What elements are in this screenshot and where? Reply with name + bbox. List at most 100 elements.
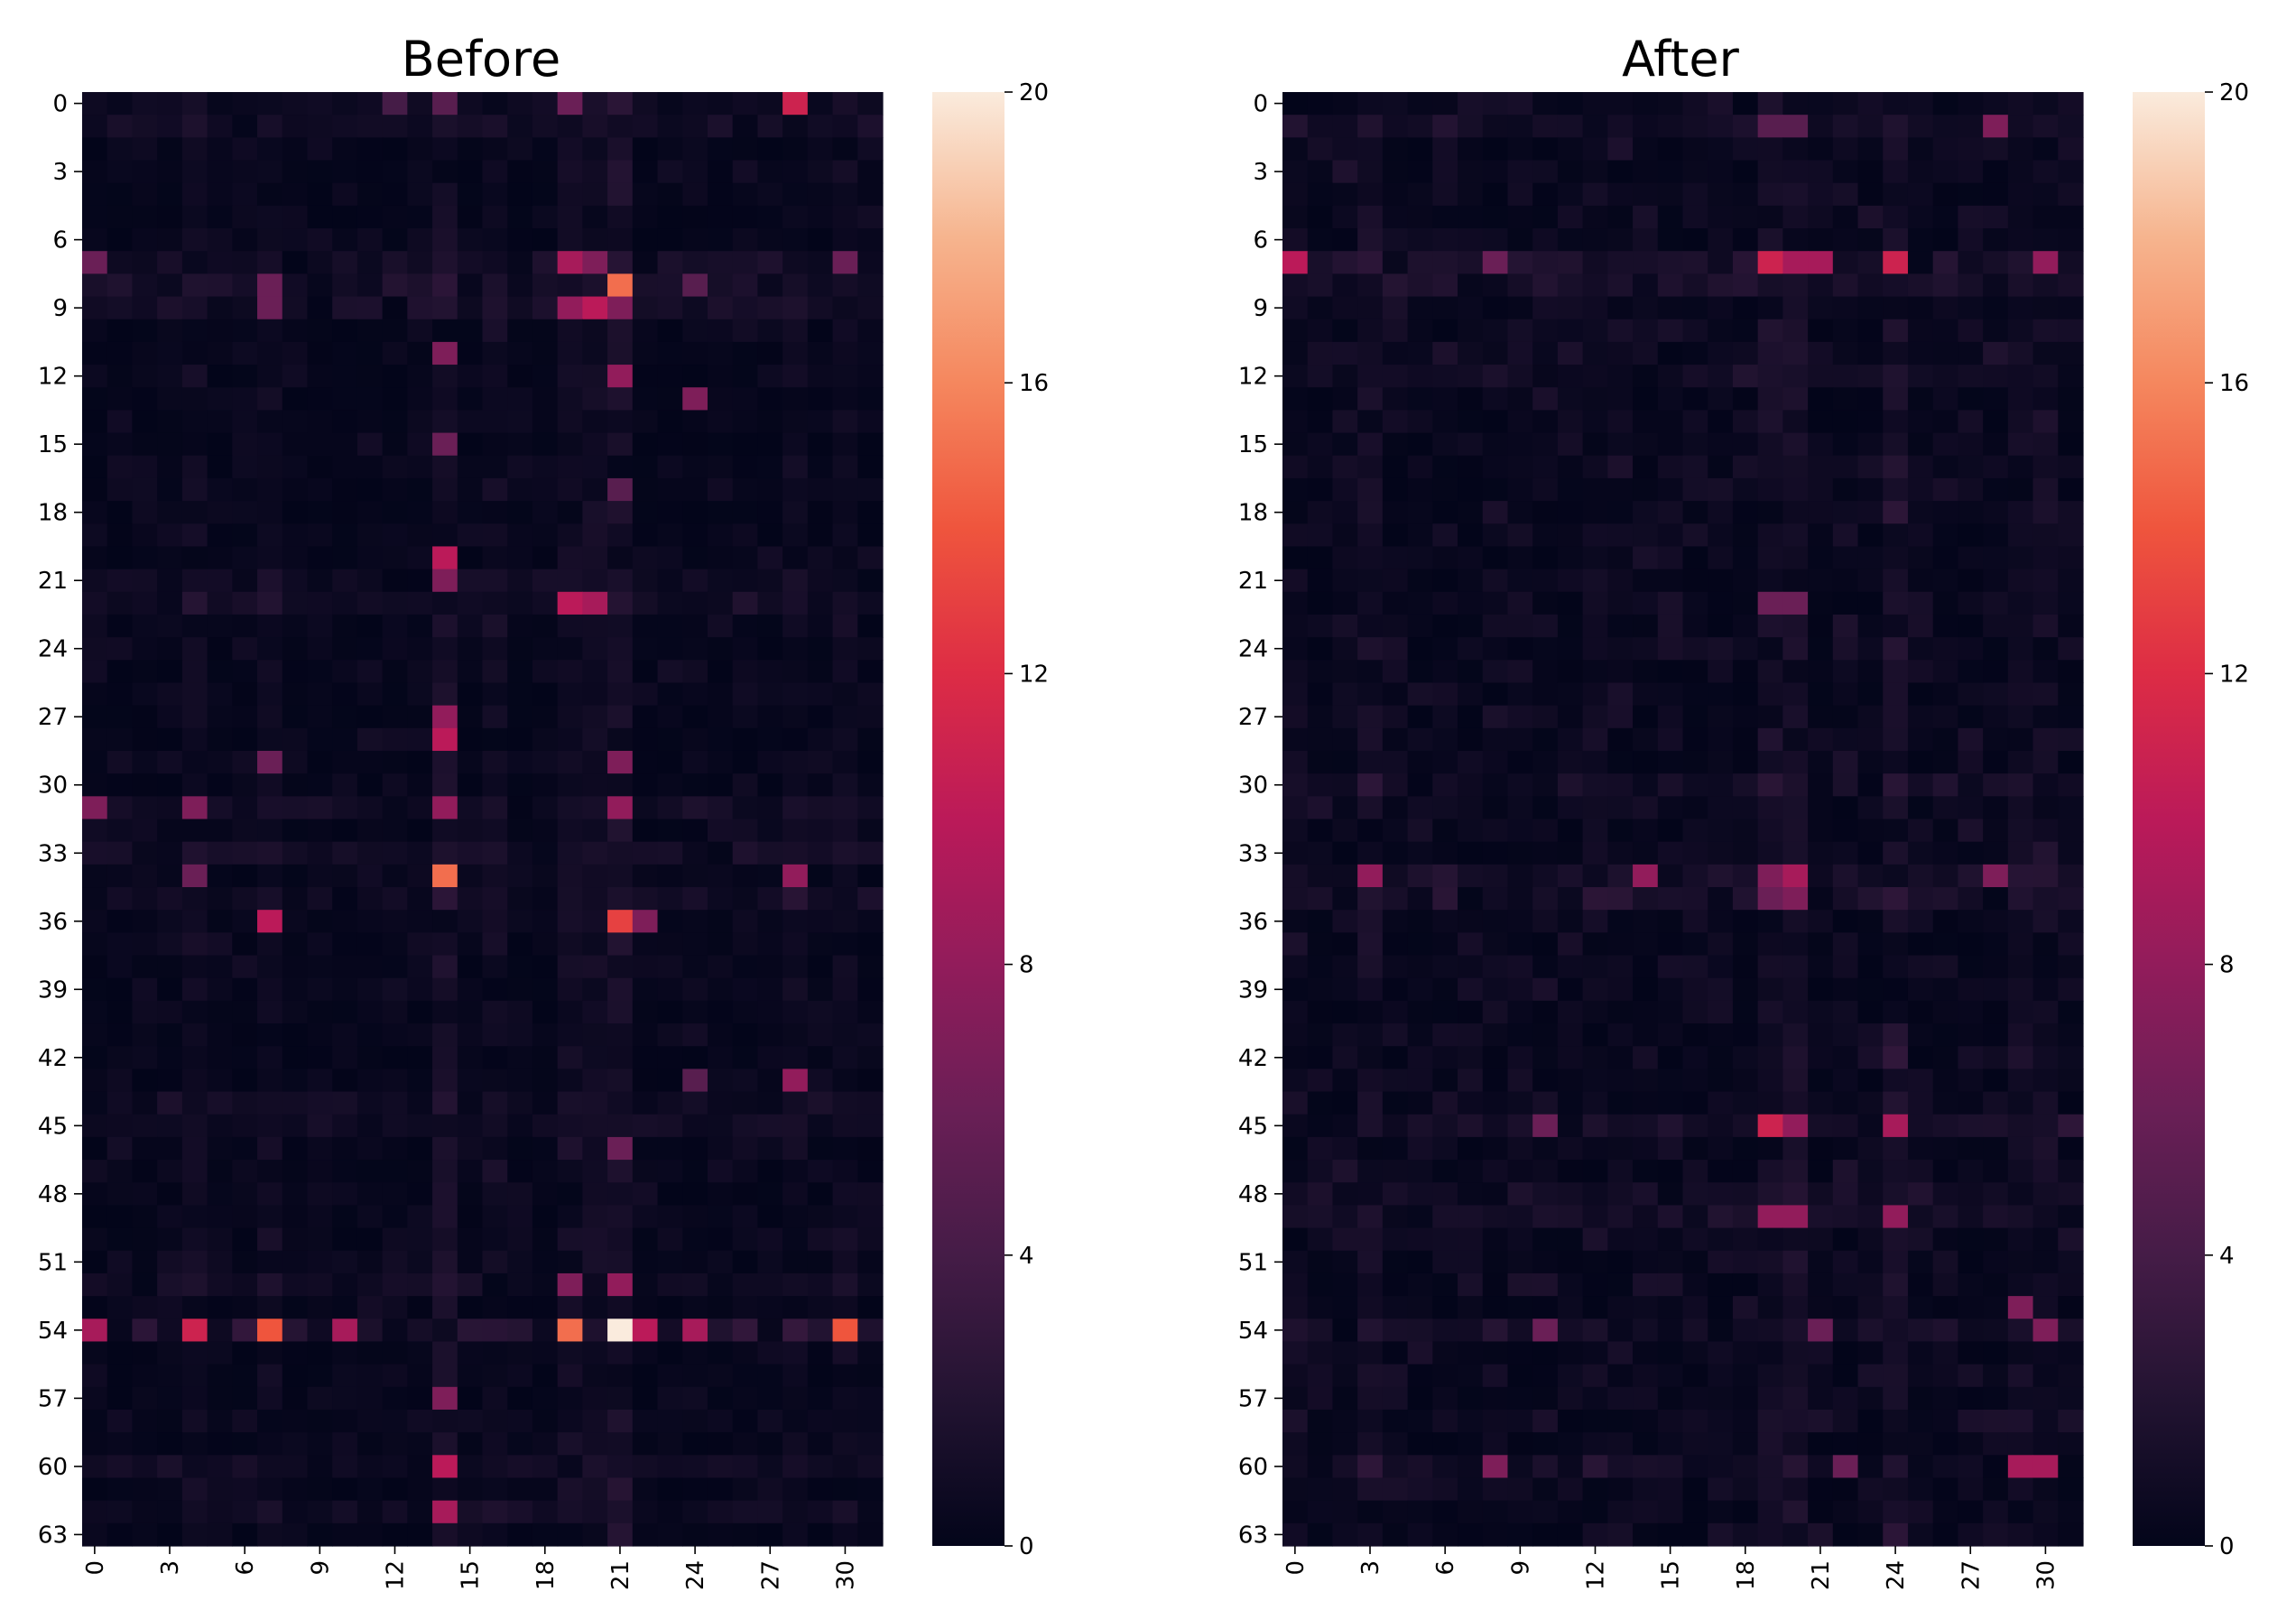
y-tick-label: 48 (1238, 1181, 1268, 1208)
heatmap-cell (132, 614, 158, 638)
heatmap-cell (1332, 727, 1358, 752)
heatmap-cell (507, 296, 533, 320)
heatmap-cell (1857, 1205, 1884, 1229)
heatmap-cell (507, 614, 533, 638)
heatmap-cell (1657, 432, 1684, 457)
heatmap-cell (82, 501, 108, 524)
heatmap-cell (582, 501, 608, 524)
heatmap-cell (1407, 410, 1433, 434)
heatmap-cell (356, 1386, 384, 1411)
heatmap-cell (1607, 205, 1634, 229)
heatmap-cell (1607, 660, 1634, 684)
heatmap-cell (1507, 432, 1533, 457)
heatmap-cell (356, 1477, 384, 1502)
heatmap-cell (106, 932, 134, 957)
heatmap-cell (1432, 1522, 1458, 1547)
heatmap-cell (207, 1046, 233, 1069)
heatmap-cell (1958, 92, 1984, 116)
heatmap-cell (232, 1386, 258, 1411)
heatmap-cell (1883, 819, 1909, 843)
heatmap-cell (382, 796, 408, 820)
heatmap-cell (1607, 1182, 1634, 1207)
heatmap-cell (482, 1023, 508, 1047)
heatmap-cell (607, 1091, 634, 1115)
heatmap-cell (1708, 319, 1734, 343)
heatmap-cell (332, 365, 358, 388)
heatmap-cell (1458, 1319, 1484, 1343)
heatmap-cell (1883, 182, 1909, 207)
heatmap-cell (657, 341, 683, 365)
heatmap-cell (282, 637, 309, 661)
heatmap-cell (1832, 273, 1859, 298)
y-tick-label: 6 (52, 227, 68, 254)
heatmap-cell (582, 727, 608, 752)
heatmap-cell (1732, 1069, 1759, 1093)
heatmap-cell (532, 591, 559, 615)
x-tick-label: 15 (1658, 1560, 1685, 1590)
heatmap-cell (732, 1069, 759, 1093)
heatmap-cell (807, 1432, 834, 1456)
heatmap-cell (1732, 1500, 1759, 1524)
heatmap-cell (407, 1432, 433, 1456)
heatmap-cell (1708, 1364, 1734, 1388)
heatmap-cell (707, 365, 734, 388)
heatmap-cell (1382, 1160, 1409, 1183)
heatmap-cell (1983, 660, 2009, 684)
heatmap-cell (582, 637, 608, 661)
heatmap-cell (232, 228, 258, 252)
heatmap-cell (1332, 1023, 1358, 1047)
heatmap-cell (1557, 1023, 1584, 1047)
heatmap-cell (1633, 1455, 1659, 1479)
heatmap-cell (632, 591, 659, 615)
heatmap-cell (682, 1091, 708, 1115)
heatmap-cell (1883, 477, 1909, 502)
heatmap-cell (1883, 501, 1909, 524)
heatmap-cell (857, 591, 884, 615)
heatmap-cell (657, 955, 683, 979)
heatmap-cell (557, 182, 583, 207)
heatmap-cell (1507, 410, 1533, 434)
heatmap-cell (1633, 1272, 1659, 1297)
heatmap-cell (732, 137, 759, 162)
heatmap-cell (1907, 864, 1934, 888)
heatmap-cell (1307, 1477, 1334, 1502)
heatmap-cell (1607, 773, 1634, 797)
heatmap-cell (657, 182, 683, 207)
heatmap-cell (432, 296, 458, 320)
heatmap-cell (607, 1227, 634, 1252)
heatmap-cell (557, 1455, 583, 1479)
heatmap-cell (682, 410, 708, 434)
heatmap-cell (1458, 1455, 1484, 1479)
heatmap-cell (1582, 92, 1608, 116)
heatmap-cell (2058, 1386, 2084, 1411)
heatmap-cell (307, 387, 333, 411)
heatmap-cell (1657, 251, 1684, 274)
heatmap-cell (1407, 705, 1433, 729)
heatmap-cell (682, 841, 708, 865)
heatmap-cell (257, 1455, 283, 1479)
heatmap-cell (1307, 1500, 1334, 1524)
heatmap-cell (181, 1136, 208, 1161)
heatmap-cell (1282, 1432, 1309, 1456)
heatmap-cell (1282, 1160, 1309, 1183)
heatmap-cell (1633, 341, 1659, 365)
heatmap-cell (157, 546, 183, 570)
heatmap-cell (1532, 455, 1559, 479)
heatmap-cell (1808, 910, 1834, 933)
heatmap-cell (1657, 637, 1684, 661)
heatmap-cell (1732, 455, 1759, 479)
heatmap-cell (457, 1046, 484, 1069)
heatmap-cell (382, 477, 408, 502)
heatmap-cell (432, 477, 458, 502)
heatmap-cell (607, 773, 634, 797)
heatmap-cell (757, 819, 783, 843)
heatmap-cell (1407, 1091, 1433, 1115)
heatmap-cell (632, 365, 659, 388)
heatmap-cell (507, 1364, 533, 1388)
heatmap-cell (1607, 705, 1634, 729)
heatmap-cell (1732, 477, 1759, 502)
heatmap-cell (2032, 1455, 2059, 1479)
heatmap-cell (782, 750, 809, 774)
heatmap-cell (2032, 455, 2059, 479)
heatmap-cell (1557, 523, 1584, 548)
